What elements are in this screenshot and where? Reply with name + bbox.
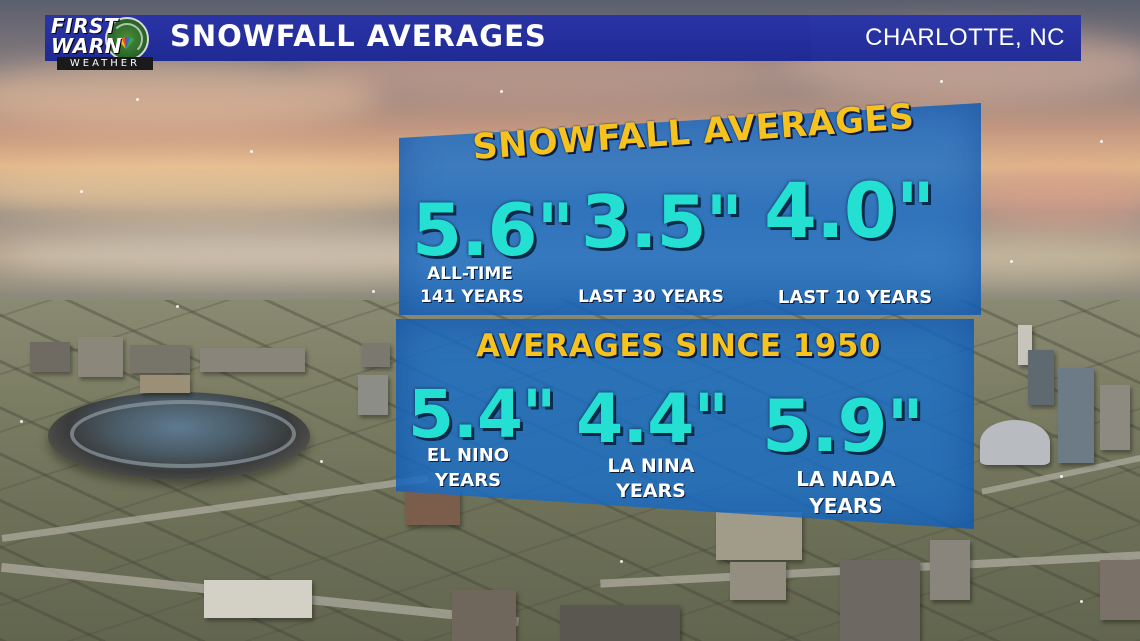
stat-label-el-nino-line1: EL NINO: [426, 445, 510, 466]
stat-value-el-nino: 5.4": [408, 376, 556, 453]
logo-first-text: FIRST: [51, 14, 119, 38]
stat-label-last-10-years: LAST 10 YEARS: [777, 287, 933, 308]
logo-weather-text: WEATHER: [57, 57, 153, 70]
header-bar: FIRST WARN WEATHER SNOWFALL AVERAGES CHA…: [45, 14, 1081, 70]
header-location: CHARLOTTE, NC: [865, 24, 1065, 51]
stat-label-la-nina-line2: YEARS: [616, 480, 686, 502]
stat-value-last-10-years: 4.0": [764, 166, 935, 255]
first-warn-weather-logo: FIRST WARN WEATHER: [45, 14, 157, 73]
stat-label-last-30-years: LAST 30 YEARS: [578, 287, 724, 307]
logo-warn-text: WARN: [51, 34, 122, 58]
stat-label-el-nino-line2: YEARS: [434, 470, 502, 491]
stat-value-la-nina: 4.4": [576, 380, 729, 459]
snowfall-averages-panel: [399, 103, 981, 315]
stat-label-la-nada-line1: LA NADA: [796, 467, 896, 491]
nbc-peacock-icon: [118, 37, 134, 49]
stat-value-last-30-years: 3.5": [581, 180, 743, 264]
stat-label-la-nina-line1: LA NINA: [607, 455, 695, 477]
averages-since-1950-panel: [396, 319, 974, 529]
header-title: SNOWFALL AVERAGES: [170, 19, 547, 53]
stat-value-all-time: 5.6": [412, 188, 574, 272]
stat-label-all-time-line1: ALL-TIME: [427, 264, 513, 284]
panel-bottom-heading: AVERAGES SINCE 1950: [476, 328, 881, 364]
stat-label-all-time-line2: 141 YEARS: [420, 287, 524, 307]
stat-value-la-nada: 5.9": [762, 384, 924, 468]
stat-label-la-nada-line2: YEARS: [809, 494, 883, 518]
